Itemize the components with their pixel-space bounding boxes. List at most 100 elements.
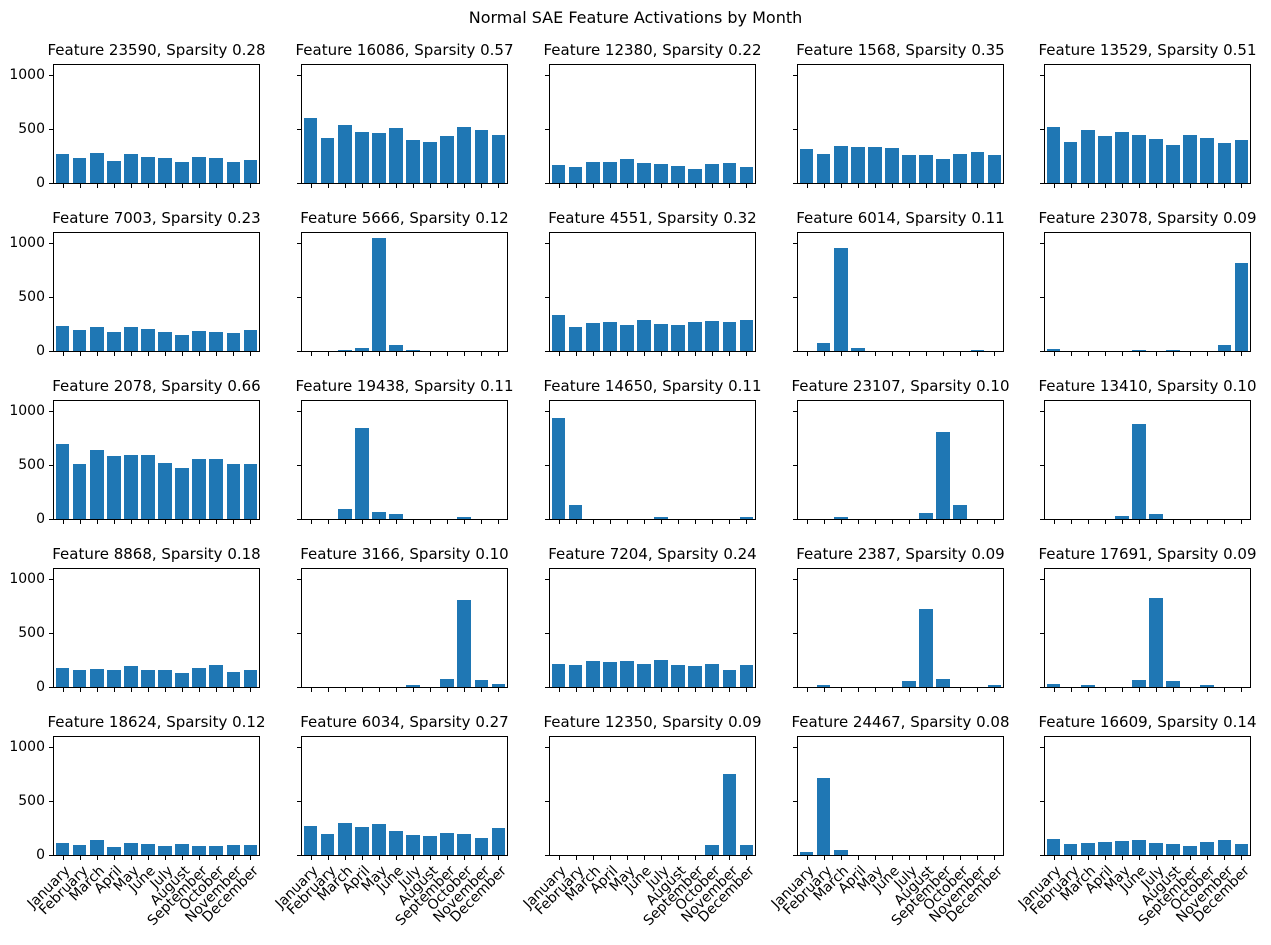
bar-january — [551, 418, 566, 519]
x-tick-mark — [447, 856, 449, 860]
y-tick-mark — [545, 579, 549, 580]
bar-august — [1166, 844, 1180, 855]
bar-october — [705, 845, 720, 855]
bar-april — [602, 322, 617, 351]
y-tick-mark — [49, 633, 53, 634]
bar-september — [1183, 846, 1198, 855]
x-tick-mark — [823, 688, 825, 692]
bar-june — [141, 844, 155, 855]
bar-november — [1217, 345, 1232, 351]
bar-may — [868, 147, 882, 183]
bar-april — [1097, 136, 1112, 183]
y-tick-mark — [297, 411, 301, 412]
y-tick-label: 500 — [18, 289, 45, 305]
bar-november — [474, 130, 489, 183]
y-tick-mark — [297, 351, 301, 352]
x-tick-mark — [678, 520, 680, 524]
x-tick-mark — [840, 520, 842, 524]
y-tick-label: 500 — [18, 793, 45, 809]
bar-september — [192, 331, 207, 351]
x-tick-mark — [909, 688, 911, 692]
x-tick-mark — [1156, 520, 1158, 524]
x-tick-mark — [378, 184, 380, 188]
x-tick-mark — [609, 688, 611, 692]
subplot-title: Feature 5666, Sparsity 0.12 — [300, 209, 509, 227]
x-tick-mark — [806, 352, 808, 356]
x-tick-mark — [361, 688, 363, 692]
x-tick-mark — [165, 520, 167, 524]
bar-march — [89, 327, 104, 351]
x-tick-mark — [79, 352, 81, 356]
bar-september — [192, 846, 207, 855]
bar-january — [55, 668, 70, 687]
x-tick-mark — [840, 352, 842, 356]
y-tick-label: 0 — [36, 679, 45, 695]
x-tick-mark — [327, 520, 329, 524]
subplot-title: Feature 17691, Sparsity 0.09 — [1038, 545, 1257, 563]
y-tick-mark — [793, 243, 797, 244]
x-tick-mark — [1190, 184, 1192, 188]
bar-april — [106, 161, 121, 183]
y-tick-mark — [793, 183, 797, 184]
y-tick-mark — [49, 801, 53, 802]
axes-box — [797, 736, 1004, 856]
y-tick-mark — [793, 579, 797, 580]
x-tick-mark — [977, 184, 979, 188]
x-tick-mark — [994, 856, 996, 860]
bar-september — [192, 668, 207, 687]
x-tick-mark — [498, 688, 500, 692]
bar-february — [1063, 844, 1078, 855]
bar-august — [919, 155, 933, 183]
bar-august — [919, 609, 933, 687]
x-tick-mark — [1241, 520, 1243, 524]
x-tick-mark — [729, 184, 731, 188]
axes-box — [301, 232, 508, 352]
bar-may — [124, 455, 138, 519]
bar-may — [1115, 516, 1129, 519]
bar-october — [209, 665, 224, 687]
y-tick-mark — [1040, 297, 1044, 298]
x-tick-mark — [182, 856, 184, 860]
x-tick-mark — [626, 520, 628, 524]
bar-march — [833, 850, 848, 855]
bar-october — [705, 664, 720, 687]
bar-june — [885, 148, 899, 183]
bar-august — [919, 513, 933, 519]
x-tick-mark — [994, 688, 996, 692]
x-tick-mark — [806, 520, 808, 524]
bar-june — [637, 320, 651, 351]
y-tick-mark — [793, 687, 797, 688]
y-tick-mark — [545, 75, 549, 76]
bar-february — [568, 327, 583, 351]
x-tick-mark — [695, 520, 697, 524]
x-tick-mark — [233, 520, 235, 524]
y-tick-mark — [793, 747, 797, 748]
bar-april — [1097, 842, 1112, 855]
subplot-title: Feature 6014, Sparsity 0.11 — [796, 209, 1005, 227]
y-tick-mark — [49, 519, 53, 520]
x-tick-mark — [746, 688, 748, 692]
subplot-title: Feature 2078, Sparsity 0.66 — [52, 377, 261, 395]
y-tick-mark — [545, 297, 549, 298]
x-tick-mark — [1207, 184, 1209, 188]
subplot-title: Feature 16609, Sparsity 0.14 — [1038, 713, 1257, 731]
x-tick-mark — [361, 520, 363, 524]
x-tick-mark — [113, 184, 115, 188]
x-tick-mark — [1241, 688, 1243, 692]
bar-april — [850, 147, 865, 183]
bar-march — [1080, 843, 1095, 855]
y-tick-label: 0 — [36, 511, 45, 527]
bar-may — [1115, 132, 1129, 183]
x-tick-mark — [1053, 688, 1055, 692]
x-tick-mark — [62, 688, 64, 692]
x-tick-mark — [413, 856, 415, 860]
bar-august — [423, 142, 437, 183]
bar-september — [1183, 135, 1198, 183]
x-tick-mark — [592, 352, 594, 356]
bar-december — [243, 330, 258, 351]
axes-box — [549, 400, 756, 520]
x-tick-mark — [857, 352, 859, 356]
bar-august — [175, 844, 189, 855]
bar-august — [175, 468, 189, 519]
